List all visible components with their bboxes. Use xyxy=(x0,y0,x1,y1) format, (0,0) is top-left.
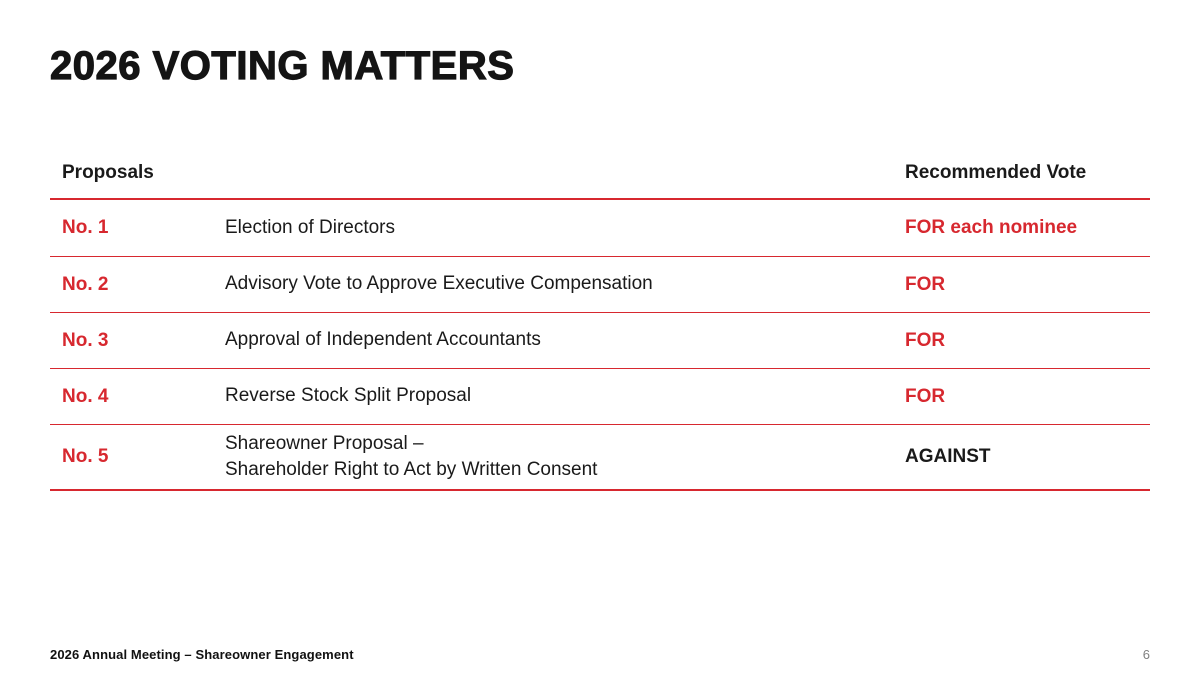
voting-matters-table: Proposals Recommended Vote No. 1 Electio… xyxy=(50,162,1150,492)
recommended-vote-value: FOR xyxy=(905,329,946,351)
proposal-number: No. 3 xyxy=(62,329,109,351)
table-row: No. 2 Advisory Vote to Approve Executive… xyxy=(50,256,1150,312)
recommended-vote-value: FOR xyxy=(905,273,946,295)
proposal-number: No. 1 xyxy=(62,217,109,238)
table-header-row: Proposals Recommended Vote xyxy=(50,162,1150,200)
slide-footer: 2026 Annual Meeting – Shareowner Engagem… xyxy=(50,647,1150,662)
recommended-vote-value: AGAINST xyxy=(905,446,991,468)
table-body: No. 1 Election of Directors FOR each nom… xyxy=(50,200,1150,492)
proposal-number: No. 2 xyxy=(62,273,109,295)
table-row: No. 1 Election of Directors FOR each nom… xyxy=(50,200,1150,256)
table-row: No. 5 Shareowner Proposal – Shareholder … xyxy=(50,424,1150,489)
recommended-vote-value: FOR each nominee xyxy=(905,217,1078,238)
proposal-number: No. 5 xyxy=(62,446,109,468)
recommended-vote-column-header: Recommended Vote xyxy=(905,162,1087,183)
proposal-description: Reverse Stock Split Proposal xyxy=(225,385,472,407)
table-row: No. 3 Approval of Independent Accountant… xyxy=(50,312,1150,368)
page-number: 6 xyxy=(1142,647,1150,662)
proposal-description: Advisory Vote to Approve Executive Compe… xyxy=(225,273,653,295)
recommended-vote-value: FOR xyxy=(905,385,946,407)
proposals-column-header: Proposals xyxy=(62,162,154,183)
proposal-description: Shareowner Proposal – Shareholder Right … xyxy=(225,433,598,481)
table-row: No. 4 Reverse Stock Split Proposal FOR xyxy=(50,368,1150,424)
proposal-description: Election of Directors xyxy=(225,216,396,238)
footer-text: 2026 Annual Meeting – Shareowner Engagem… xyxy=(50,647,354,662)
proposal-description: Approval of Independent Accountants xyxy=(225,329,541,351)
proposal-number: No. 4 xyxy=(62,385,109,407)
page-title: 2026 VOTING MATTERS xyxy=(49,43,515,88)
